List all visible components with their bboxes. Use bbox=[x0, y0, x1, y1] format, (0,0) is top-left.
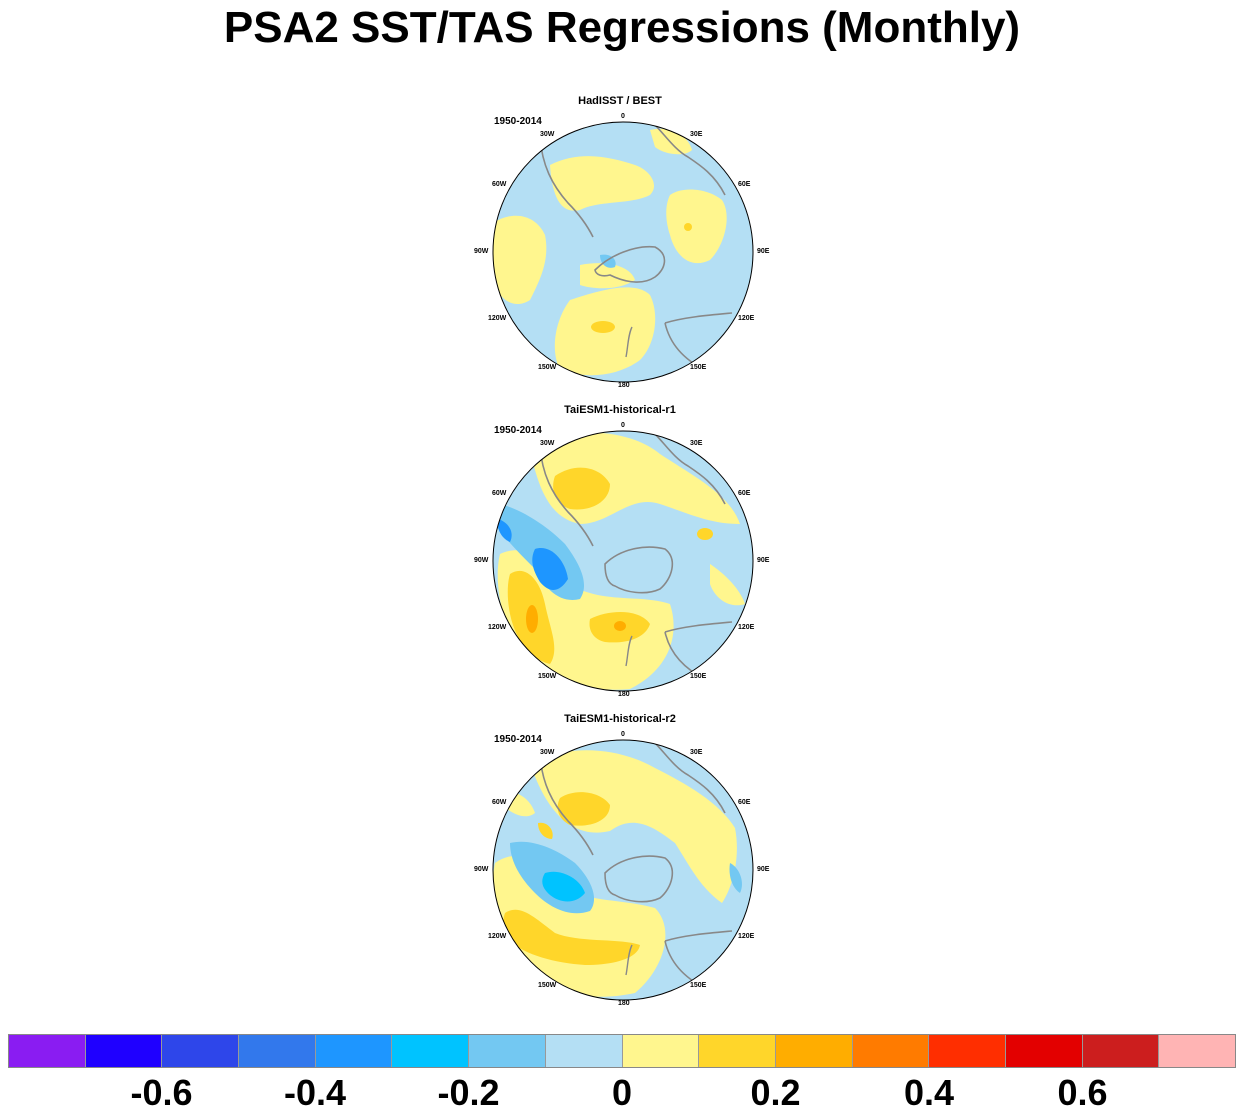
polar-map bbox=[492, 739, 754, 1001]
colorbar-box bbox=[1005, 1035, 1083, 1067]
colorbar bbox=[8, 1034, 1236, 1068]
colorbar-tick-label: 0 bbox=[611, 1072, 633, 1113]
main-title: PSA2 SST/TAS Regressions (Monthly) bbox=[223, 3, 1021, 52]
polar-map bbox=[492, 121, 754, 383]
lon-label: 60W bbox=[492, 799, 507, 806]
polar-map bbox=[492, 430, 754, 692]
lon-label: 120W bbox=[488, 315, 507, 322]
lon-label: 150W bbox=[538, 673, 557, 680]
colorbar-box bbox=[1082, 1035, 1160, 1067]
colorbar-box bbox=[1159, 1035, 1235, 1067]
panel-title: TaiESM1-historical-r2 bbox=[564, 713, 676, 725]
lon-label: 180 bbox=[618, 691, 630, 698]
lon-label: 60E bbox=[738, 799, 751, 806]
lon-label: 90W bbox=[474, 866, 489, 873]
colorbar-box bbox=[775, 1035, 853, 1067]
colorbar-box bbox=[699, 1035, 776, 1067]
colorbar-box bbox=[239, 1035, 316, 1067]
lon-label: 120E bbox=[738, 315, 755, 322]
lon-label: 120E bbox=[738, 624, 755, 631]
lon-label: 60W bbox=[492, 490, 507, 497]
colorbar-box bbox=[852, 1035, 930, 1067]
colorbar-tick-label: -0.2 bbox=[437, 1072, 500, 1113]
colorbar-box bbox=[392, 1035, 470, 1067]
lon-label: 120E bbox=[738, 933, 755, 940]
lon-label: 150W bbox=[538, 364, 557, 371]
period-label: 1950-2014 bbox=[494, 116, 542, 127]
colorbar-tick-label: 0.6 bbox=[1057, 1072, 1108, 1113]
lon-label: 180 bbox=[618, 1000, 630, 1007]
lon-label: 0 bbox=[621, 731, 625, 738]
colorbar-box bbox=[929, 1035, 1006, 1067]
lon-label: 90E bbox=[757, 866, 770, 873]
colorbar-box bbox=[85, 1035, 163, 1067]
lon-label: 30E bbox=[690, 440, 703, 447]
colorbar-tick-label: -0.4 bbox=[283, 1072, 347, 1113]
lon-label: 90E bbox=[757, 557, 770, 564]
lon-label: 60E bbox=[738, 181, 751, 188]
lon-label: 120W bbox=[488, 624, 507, 631]
lon-label: 150E bbox=[690, 673, 707, 680]
period-label: 1950-2014 bbox=[494, 734, 542, 745]
colorbar-box bbox=[9, 1035, 86, 1067]
lon-label: 60W bbox=[492, 181, 507, 188]
map-panel-hadisst: HadISST / BEST 1950-2014 0 30E 60E 90E 1… bbox=[460, 95, 780, 389]
lon-label: 120W bbox=[488, 933, 507, 940]
colorbar-box bbox=[315, 1035, 393, 1067]
colorbar-box bbox=[545, 1035, 623, 1067]
lon-label: 150E bbox=[690, 982, 707, 989]
lon-label: 90W bbox=[474, 557, 489, 564]
lon-label: 60E bbox=[738, 490, 751, 497]
panel-title: HadISST / BEST bbox=[578, 95, 662, 107]
lon-label: 90E bbox=[757, 248, 770, 255]
colorbar-tick-label: 0.2 bbox=[750, 1072, 801, 1113]
colorbar-tick-label: 0.4 bbox=[903, 1072, 955, 1113]
panel-title: TaiESM1-historical-r1 bbox=[564, 404, 676, 416]
map-panel-taiesm1-r2: TaiESM1-historical-r2 1950-2014 0 30E 60… bbox=[460, 713, 780, 1007]
lon-label: 30W bbox=[540, 749, 555, 756]
map-panel-taiesm1-r1: TaiESM1-historical-r1 1950-2014 0 30E 60 bbox=[460, 404, 780, 698]
lon-label: 30W bbox=[540, 131, 555, 138]
lon-label: 30E bbox=[690, 131, 703, 138]
colorbar-box bbox=[162, 1035, 240, 1067]
lon-label: 30W bbox=[540, 440, 555, 447]
lon-label: 30E bbox=[690, 749, 703, 756]
colorbar-box bbox=[469, 1035, 546, 1067]
lon-label: 150W bbox=[538, 982, 557, 989]
lon-label: 150E bbox=[690, 364, 707, 371]
period-label: 1950-2014 bbox=[494, 425, 542, 436]
lon-label: 90W bbox=[474, 248, 489, 255]
lon-label: 0 bbox=[621, 113, 625, 120]
colorbar-tick-label: -0.6 bbox=[130, 1072, 193, 1113]
colorbar-box bbox=[622, 1035, 700, 1067]
lon-label: 180 bbox=[618, 382, 630, 389]
lon-label: 0 bbox=[621, 422, 625, 429]
